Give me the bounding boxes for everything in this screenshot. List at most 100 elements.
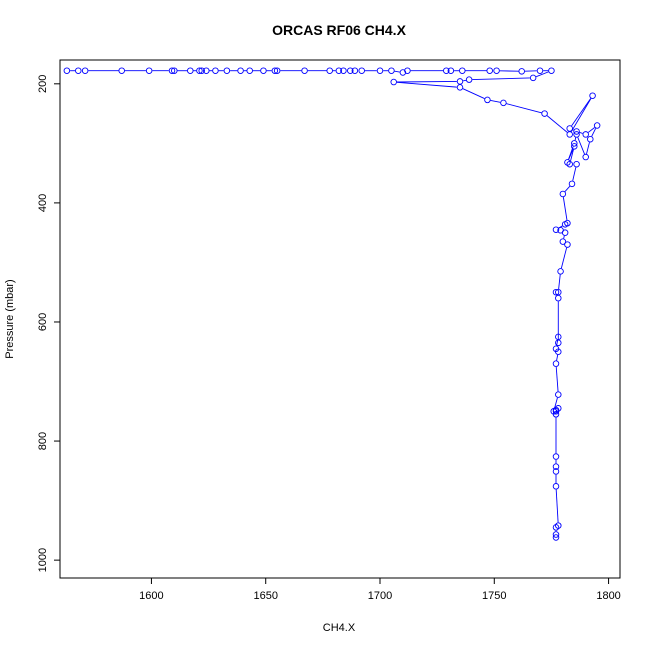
data-point (63, 67, 71, 74)
chart-title: ORCAS RF06 CH4.X (272, 22, 406, 38)
data-point (376, 67, 384, 74)
data-point (573, 131, 580, 138)
data-point (552, 408, 560, 415)
data-point (347, 67, 354, 74)
data-point (145, 67, 153, 74)
data-point (552, 453, 560, 460)
series-segment (472, 77, 530, 81)
series-segment (396, 81, 457, 83)
data-point (564, 241, 571, 248)
data-point (118, 67, 125, 74)
data-point (518, 68, 525, 75)
data-point (582, 131, 589, 138)
data-point (566, 131, 573, 138)
data-point (399, 69, 407, 76)
data-point (557, 268, 564, 275)
data-point (203, 67, 210, 74)
data-point (548, 67, 555, 74)
data-point (260, 67, 267, 74)
data-point (358, 67, 365, 74)
series-segment (546, 115, 568, 133)
data-point (388, 67, 395, 74)
data-point (484, 96, 491, 104)
x-tick-label: 1650 (253, 590, 277, 602)
data-point (536, 67, 544, 74)
data-point (552, 345, 560, 353)
data-point (568, 180, 576, 188)
y-axis-label: Pressure (mbar) (4, 279, 16, 358)
data-point (564, 219, 571, 227)
data-point (335, 67, 343, 74)
series-segment (556, 339, 559, 346)
series-segment (570, 149, 574, 162)
data-point (237, 67, 244, 74)
data-point (559, 190, 567, 198)
data-point (246, 67, 253, 74)
data-point (271, 67, 279, 74)
series-segment (570, 98, 592, 132)
data-point (552, 468, 560, 475)
data-point (571, 143, 578, 150)
data-point (552, 531, 560, 538)
data-point (552, 360, 560, 367)
series-segment (396, 81, 457, 88)
data-point (187, 67, 194, 74)
series-segment (555, 366, 559, 392)
data-point (198, 67, 205, 74)
x-tick-label: 1750 (482, 590, 506, 602)
data-point (573, 128, 580, 135)
series-segment (555, 489, 559, 523)
series-line (70, 70, 597, 532)
data-point (493, 67, 500, 74)
series-segment (571, 98, 592, 127)
series-segment (586, 142, 590, 155)
series-segment (574, 137, 577, 141)
series-segment (579, 132, 583, 134)
data-point (273, 67, 281, 74)
data-point (573, 160, 580, 168)
data-point (456, 78, 464, 85)
data-point (557, 227, 564, 234)
series-segment (535, 71, 549, 78)
y-axis: 200 400 600 800 1000 (37, 75, 60, 572)
data-point (589, 92, 596, 99)
y-tick-label: 1000 (37, 548, 49, 572)
series-segment (562, 197, 568, 221)
x-tick-label: 1700 (368, 590, 392, 602)
data-point (443, 67, 450, 74)
y-tick-label: 600 (37, 313, 49, 331)
data-point (552, 288, 560, 296)
data-point (552, 483, 560, 490)
x-tick-label: 1600 (139, 590, 163, 602)
data-point (500, 99, 507, 107)
data-point (564, 159, 571, 166)
data-point (456, 84, 464, 91)
series-segment (563, 235, 565, 239)
series-segment (556, 354, 559, 361)
data-point (571, 140, 578, 147)
data-point (390, 78, 397, 86)
data-point (541, 110, 548, 117)
data-point (587, 135, 594, 143)
series-segment (506, 103, 542, 114)
series-segment (591, 128, 597, 137)
data-point (447, 67, 455, 74)
x-axis-label: CH4.X (323, 622, 356, 634)
data-point (529, 74, 537, 82)
data-point (566, 125, 573, 132)
series-segment (462, 88, 485, 99)
data-point (212, 67, 219, 74)
data-point (550, 408, 557, 415)
data-point (555, 522, 562, 529)
series-segment (490, 100, 501, 103)
series-segment (554, 397, 558, 409)
data-point (196, 67, 203, 74)
data-point (555, 294, 562, 302)
y-tick-label: 200 (37, 75, 49, 93)
data-point (75, 67, 82, 74)
series-segment (463, 79, 467, 82)
series-segment (558, 274, 561, 290)
series-segment (577, 137, 585, 155)
series-segment (564, 185, 571, 192)
